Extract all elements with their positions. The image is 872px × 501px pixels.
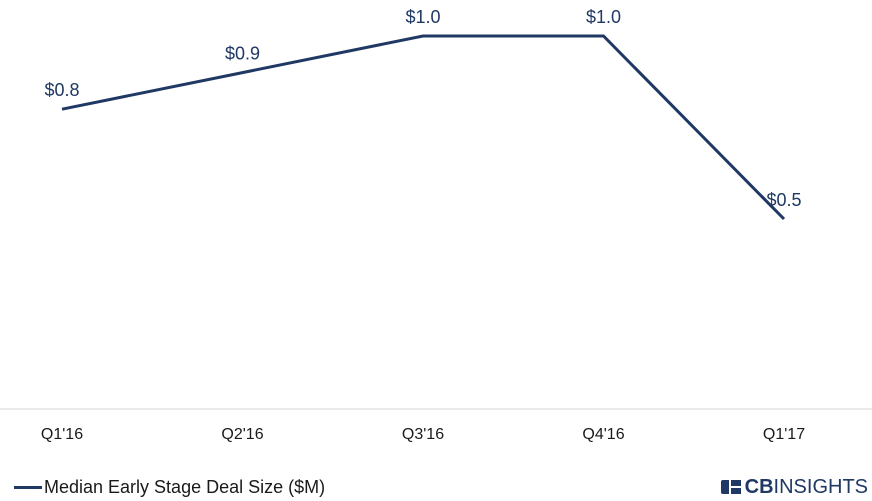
logo-text-regular: INSIGHTS	[773, 475, 868, 498]
legend-line-swatch	[14, 485, 42, 489]
x-tick-layer: Q1'16 Q2'16 Q3'16 Q4'16 Q1'17	[41, 426, 805, 443]
cb-insights-logo-icon	[720, 480, 741, 494]
x-tick-label-5: Q1'17	[763, 426, 805, 443]
series-layer	[61, 34, 786, 221]
x-tick-label-1: Q1'16	[41, 426, 83, 443]
data-label-1: $0.8	[44, 80, 79, 100]
data-label-layer: $0.8 $0.9 $1.0 $1.0 $0.5	[44, 7, 801, 210]
series-line-median-deal-size	[61, 34, 786, 221]
x-tick-label-2: Q2'16	[221, 426, 263, 443]
logo-wordmark: CBINSIGHTS	[745, 476, 868, 499]
logo-text-bold: CB	[744, 475, 774, 498]
data-label-4: $1.0	[586, 7, 621, 27]
x-tick-label-4: Q4'16	[582, 426, 624, 443]
data-label-5: $0.5	[766, 190, 801, 210]
x-tick-label-3: Q3'16	[402, 426, 444, 443]
legend: Median Early Stage Deal Size ($M)	[14, 474, 325, 500]
line-chart: $0.8 $0.9 $1.0 $1.0 $0.5 Q1'16 Q2'16 Q3'16 Q4'1…	[0, 7, 872, 443]
data-label-3: $1.0	[405, 7, 440, 27]
cb-insights-logo: CBINSIGHTS	[720, 474, 868, 500]
legend-label: Median Early Stage Deal Size ($M)	[44, 476, 326, 497]
data-label-2: $0.9	[225, 44, 260, 64]
